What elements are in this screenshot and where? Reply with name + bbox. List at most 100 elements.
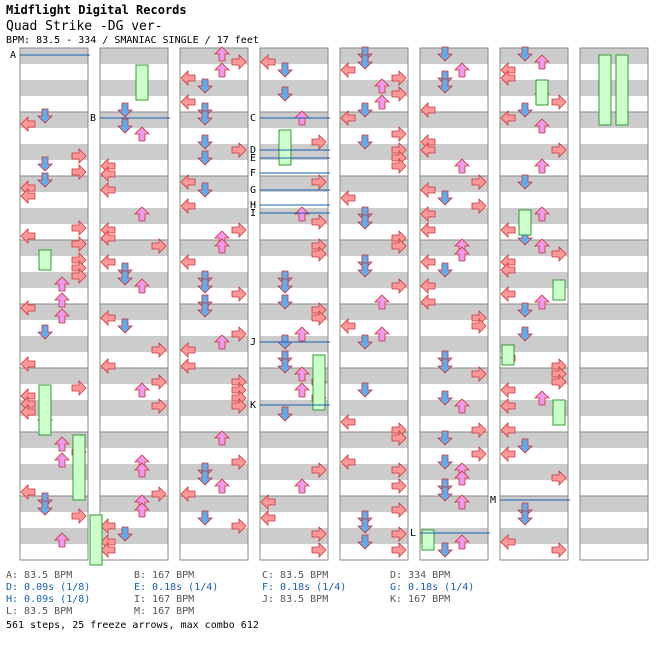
- measure-stripe: [100, 240, 168, 256]
- freeze-arrow: [135, 64, 149, 101]
- right-arrow-icon: [311, 462, 327, 478]
- measure-stripe: [20, 304, 88, 320]
- marker-label: D: [250, 145, 256, 156]
- left-arrow-icon: [340, 62, 356, 78]
- down-arrow-icon: [437, 486, 453, 502]
- down-arrow-icon: [357, 534, 373, 550]
- measure-stripe: [20, 64, 88, 80]
- down-arrow-icon: [37, 172, 53, 188]
- measure-stripe: [260, 224, 328, 240]
- measure-stripe: [420, 352, 488, 368]
- right-arrow-icon: [71, 148, 87, 164]
- measure-stripe: [100, 304, 168, 320]
- left-arrow-icon: [500, 70, 516, 86]
- measure-stripe: [340, 384, 408, 400]
- left-arrow-icon: [180, 70, 196, 86]
- measure-stripe: [100, 272, 168, 288]
- left-arrow-icon: [100, 518, 116, 534]
- column-border: [499, 47, 569, 561]
- measure-stripe: [500, 304, 568, 320]
- measure-stripe: [500, 544, 568, 560]
- measure-stripe: [580, 224, 648, 240]
- measure-stripe: [340, 96, 408, 112]
- down-arrow-icon: [197, 302, 213, 318]
- down-arrow-icon: [117, 270, 133, 286]
- left-arrow-icon: [500, 446, 516, 462]
- freeze-arrow: [615, 54, 629, 126]
- down-arrow-icon: [437, 390, 453, 406]
- up-arrow-icon: [134, 382, 150, 398]
- freeze-arrow: [421, 529, 435, 551]
- down-arrow-icon: [517, 174, 533, 190]
- marker-label: F: [250, 168, 256, 179]
- measure-stripe: [420, 432, 488, 448]
- marker-label: B: [90, 113, 96, 124]
- measure-stripe: [100, 544, 168, 560]
- up-arrow-icon: [54, 452, 70, 468]
- left-arrow-icon: [180, 342, 196, 358]
- measure-stripe: [340, 448, 408, 464]
- right-arrow-icon: [391, 462, 407, 478]
- marker-label: K: [250, 400, 256, 411]
- measure-stripe: [500, 192, 568, 208]
- measure-stripe: [420, 208, 488, 224]
- measure-stripe: [180, 352, 248, 368]
- marker-label: C: [250, 113, 256, 124]
- measure-stripe: [420, 144, 488, 160]
- measure-stripe: [100, 144, 168, 160]
- measure-stripe: [180, 448, 248, 464]
- measure-stripe: [500, 224, 568, 240]
- down-arrow-icon: [517, 46, 533, 62]
- down-arrow-icon: [117, 318, 133, 334]
- right-arrow-icon: [311, 246, 327, 262]
- measure-stripe: [580, 448, 648, 464]
- left-arrow-icon: [20, 300, 36, 316]
- column-border: [579, 47, 649, 561]
- measure-stripe: [420, 240, 488, 256]
- left-arrow-icon: [100, 166, 116, 182]
- measure-stripe: [340, 112, 408, 128]
- measure-stripe: [100, 400, 168, 416]
- freeze-arrow: [598, 54, 612, 126]
- measure-stripe: [180, 80, 248, 96]
- measure-stripe: [580, 240, 648, 256]
- down-arrow-icon: [517, 510, 533, 526]
- measure-stripe: [340, 352, 408, 368]
- measure-stripe: [500, 320, 568, 336]
- down-arrow-icon: [197, 102, 213, 118]
- right-arrow-icon: [551, 142, 567, 158]
- measure-stripe: [100, 416, 168, 432]
- right-arrow-icon: [151, 486, 167, 502]
- measure-stripe: [340, 208, 408, 224]
- measure-stripe: [420, 64, 488, 80]
- legend-d-stop: D: 0.09s (1/8): [6, 582, 91, 593]
- legend-h: H: 0.09s (1/8): [6, 594, 91, 605]
- measure-stripe: [420, 96, 488, 112]
- measure-stripe: [500, 128, 568, 144]
- measure-stripe: [500, 528, 568, 544]
- left-arrow-icon: [100, 182, 116, 198]
- measure-stripe: [100, 160, 168, 176]
- right-arrow-icon: [231, 326, 247, 342]
- measure-stripe: [340, 432, 408, 448]
- measure-stripe: [500, 336, 568, 352]
- left-arrow-icon: [20, 356, 36, 372]
- measure-stripe: [580, 64, 648, 80]
- measure-stripe: [420, 384, 488, 400]
- measure-stripe: [260, 448, 328, 464]
- up-arrow-icon: [534, 158, 550, 174]
- up-arrow-icon: [54, 308, 70, 324]
- down-arrow-icon: [197, 182, 213, 198]
- down-arrow-icon: [277, 86, 293, 102]
- measure-stripe: [500, 288, 568, 304]
- measure-stripe: [20, 512, 88, 528]
- down-arrow-icon: [197, 270, 213, 286]
- down-arrow-icon: [117, 118, 133, 134]
- right-arrow-icon: [551, 374, 567, 390]
- measure-stripe: [180, 208, 248, 224]
- measure-stripe: [420, 368, 488, 384]
- legend-e: E: 0.18s (1/4): [134, 582, 219, 593]
- up-arrow-icon: [134, 462, 150, 478]
- measure-stripe: [20, 96, 88, 112]
- measure-stripe: [340, 416, 408, 432]
